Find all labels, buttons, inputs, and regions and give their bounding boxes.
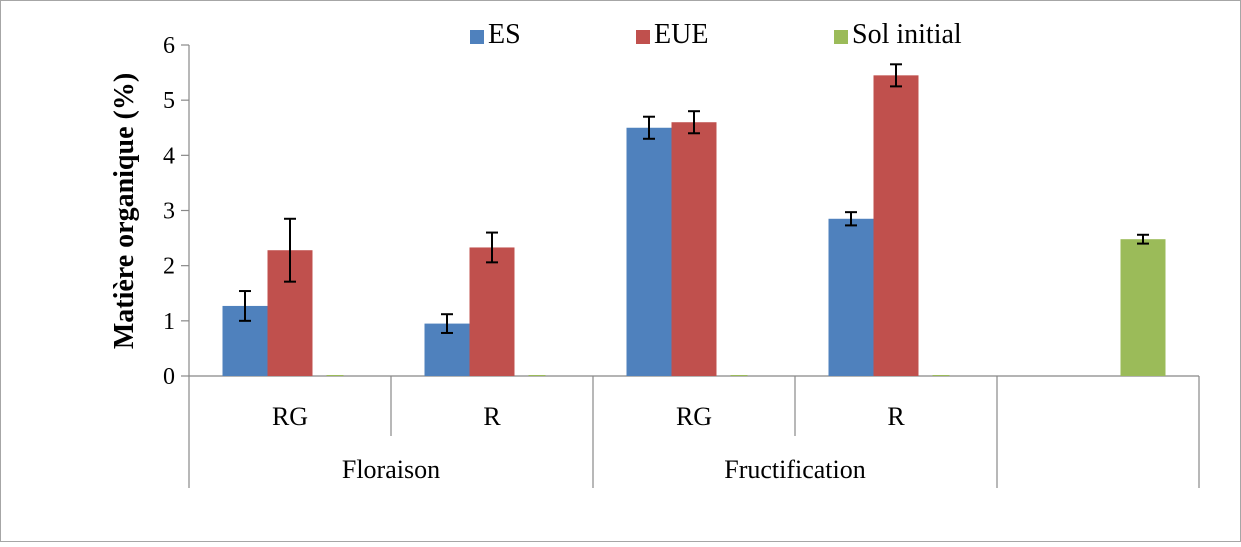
legend: ES EUE Sol initial (470, 19, 962, 50)
y-tick-label: 1 (163, 309, 175, 335)
bar (626, 127, 672, 376)
category-label: RG (272, 402, 308, 431)
category-label: RG (676, 402, 712, 431)
error-bars (239, 63, 1149, 334)
y-tick-label: 2 (163, 254, 175, 280)
y-tick-label: 3 (163, 199, 175, 225)
legend-swatch (834, 30, 848, 44)
bar (469, 247, 515, 376)
legend-label: EUE (654, 19, 708, 50)
category-label: R (483, 402, 501, 431)
bar (671, 122, 717, 376)
category-labels: RG R Floraison RG R Fructification (272, 402, 905, 484)
legend-swatch (636, 30, 650, 44)
y-axis-label: Matière organique (%) (109, 73, 140, 349)
bar (828, 218, 874, 376)
legend-label: ES (488, 19, 521, 50)
group-label: Fructification (724, 455, 866, 484)
bar (873, 75, 919, 376)
y-tick-label: 0 (163, 364, 175, 390)
y-tick-label: 4 (163, 143, 175, 169)
category-label: R (887, 402, 905, 431)
y-tick-label: 5 (163, 88, 175, 114)
group-label: Floraison (342, 455, 440, 484)
bar (1120, 239, 1166, 376)
legend-label: Sol initial (852, 19, 962, 50)
y-tick-label: 6 (163, 33, 175, 59)
legend-swatch (470, 30, 484, 44)
